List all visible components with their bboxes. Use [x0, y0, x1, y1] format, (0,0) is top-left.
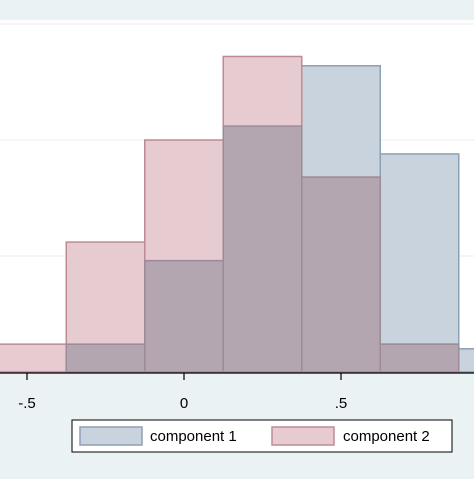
overlap-bar — [222, 125, 303, 373]
component-1-bar — [379, 153, 460, 373]
overlap-bar — [144, 259, 224, 373]
legend-box — [71, 419, 453, 453]
legend: component 1 component 2 — [71, 419, 453, 453]
overlap-bar — [301, 176, 381, 373]
component-2-bar — [0, 343, 67, 373]
component-1-bar — [458, 348, 474, 373]
x-tick-label: -.5 — [18, 395, 36, 412]
bars-group — [0, 55, 474, 373]
legend-swatch — [271, 426, 335, 446]
overlap-bar — [379, 343, 460, 373]
legend-label: component 1 — [150, 428, 237, 445]
legend-swatch — [79, 426, 143, 446]
legend-label: component 2 — [343, 428, 430, 445]
x-tick-label: .5 — [335, 395, 348, 412]
overlap-bar — [65, 343, 146, 373]
x-tick-label: 0 — [180, 395, 188, 412]
